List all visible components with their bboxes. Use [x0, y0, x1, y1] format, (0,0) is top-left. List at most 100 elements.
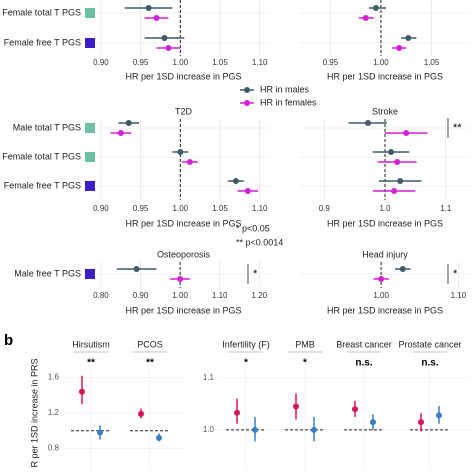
point	[177, 149, 184, 155]
y-tick-label: 1.1	[203, 373, 215, 382]
x-tick-label: 1.05	[212, 204, 228, 213]
point	[161, 35, 168, 41]
point	[165, 45, 172, 51]
x-axis-label: HR per 1SD increase in PGS	[327, 305, 443, 315]
point	[133, 266, 140, 272]
row-label: Female total T PGS	[2, 151, 81, 161]
point	[97, 429, 103, 436]
point	[397, 178, 404, 184]
point	[145, 5, 152, 11]
row-label: Male free T PGS	[14, 268, 81, 278]
x-axis-label: HR per 1SD increase in PGS	[125, 218, 241, 228]
point	[418, 419, 424, 426]
x-tick-label: 1.0	[379, 204, 391, 213]
row-label: Female total T PGS	[2, 7, 81, 17]
point	[365, 120, 371, 126]
row-label: Female free T PGS	[4, 37, 81, 47]
point	[436, 412, 442, 419]
category-swatch	[85, 181, 95, 191]
legend-marker	[244, 87, 250, 93]
legend-label: HR in males	[260, 84, 310, 94]
x-axis-label: HR per 1SD increase in PGS	[125, 71, 241, 81]
legend-label: HR in females	[260, 97, 317, 107]
point	[234, 409, 240, 416]
significance: n.s.	[421, 358, 438, 369]
significance: **	[453, 122, 462, 134]
significance: *	[303, 358, 307, 369]
x-tick-label: 1.10	[212, 291, 228, 300]
x-axis-label: HR per 1SD increase in PGS	[125, 305, 241, 315]
point	[186, 159, 193, 165]
panel-title: Stroke	[372, 106, 398, 116]
note: ** p<0.0014	[236, 237, 283, 247]
point	[293, 403, 299, 410]
x-tick-label: 1.00	[373, 58, 389, 67]
point	[153, 15, 160, 21]
point	[79, 388, 85, 395]
x-tick-label: 0.90	[93, 58, 109, 67]
x-tick-label: 1.00	[373, 291, 389, 300]
point	[396, 45, 403, 51]
x-tick-label: 0.80	[93, 291, 109, 300]
x-tick-label: 0.95	[133, 204, 149, 213]
point	[405, 35, 412, 41]
point	[177, 276, 184, 282]
x-tick-label: 0.95	[133, 58, 149, 67]
point	[370, 419, 376, 426]
y-tick-label: 0.8	[48, 444, 60, 453]
x-tick-label: 0.95	[323, 58, 339, 67]
point	[388, 149, 395, 155]
category-swatch	[85, 123, 95, 133]
significance: *	[453, 268, 458, 280]
panel-title: Osteoporosis	[157, 249, 211, 259]
x-tick-label: 1.00	[173, 58, 189, 67]
point	[252, 426, 258, 433]
category-swatch	[85, 152, 95, 162]
legend-marker	[244, 100, 250, 106]
x-tick-label: 1.1	[440, 204, 452, 213]
x-tick-label: 1.20	[252, 291, 268, 300]
y-axis-label: R per 1SD increase in PRS	[29, 358, 39, 467]
group-title: Prostate cancer	[398, 339, 461, 349]
point	[362, 15, 369, 21]
x-tick-label: 1.00	[172, 291, 188, 300]
panel-title: Head injury	[362, 249, 408, 259]
row-label: Female free T PGS	[4, 180, 81, 190]
point	[232, 178, 239, 184]
point	[117, 130, 124, 136]
category-swatch	[85, 38, 95, 48]
point	[372, 5, 379, 11]
point	[125, 120, 132, 126]
group-title: PMB	[295, 339, 315, 349]
point	[311, 426, 317, 433]
x-tick-label: 0.90	[93, 204, 109, 213]
x-tick-label: 1.05	[424, 58, 440, 67]
x-axis-label: HR per 1SD increase in PGS	[327, 71, 443, 81]
x-tick-label: 0.90	[133, 291, 149, 300]
significance: *	[253, 268, 258, 280]
point	[391, 188, 398, 194]
point	[156, 434, 162, 441]
x-tick-label: 1.10	[451, 291, 467, 300]
group-title: Hirsutism	[72, 339, 110, 349]
category-swatch	[85, 8, 95, 18]
significance: *	[244, 358, 248, 369]
y-tick-label: 1.0	[203, 425, 215, 434]
panel-title: T2D	[175, 106, 193, 116]
x-axis-label: HR per 1SD increase in PGS	[327, 218, 443, 228]
x-tick-label: 1.00	[173, 204, 189, 213]
point	[244, 188, 251, 194]
note: * p<0.05	[236, 223, 270, 233]
row-label: Male total T PGS	[13, 122, 81, 132]
panel-label: b	[4, 332, 13, 349]
point	[138, 410, 144, 417]
y-tick-label: 1.2	[48, 408, 60, 417]
significance: **	[146, 358, 154, 369]
point	[403, 130, 410, 136]
point	[394, 159, 401, 165]
x-tick-label: 1.10	[252, 58, 268, 67]
point	[399, 266, 406, 272]
category-swatch	[85, 269, 95, 279]
x-tick-label: 1.10	[252, 204, 268, 213]
